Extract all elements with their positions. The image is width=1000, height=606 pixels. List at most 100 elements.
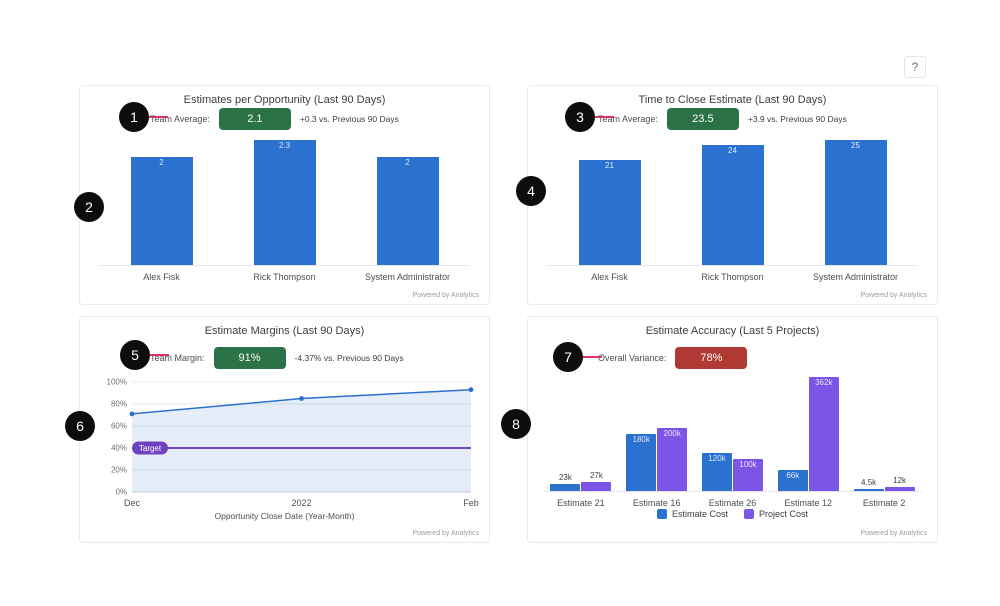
bar[interactable]: 2 <box>376 157 439 265</box>
panel-time-to-close-estimate: Time to Close Estimate (Last 90 Days) Te… <box>527 85 938 305</box>
grouped-bar-chart: 23k 27k Estimate 21 180k 200k Estimate 16 120k… <box>543 372 922 508</box>
metric-label: Overall Variance: <box>598 353 667 363</box>
bar-value-label: 25 <box>851 141 860 150</box>
annotation-connector <box>582 356 602 358</box>
metric-label: Team Average: <box>150 114 210 124</box>
category-label: Estimate 2 <box>862 498 906 508</box>
y-tick-label: 100% <box>107 378 127 387</box>
metric-delta: -4.37% vs. Previous 90 Days <box>294 353 404 363</box>
bar-group: 4.5k 12k Estimate 2 <box>853 372 915 508</box>
area-fill <box>132 389 471 492</box>
powered-by-label: Powered by Analytics <box>860 530 927 537</box>
bar-column: 2.3 Rick Thompson <box>253 136 316 282</box>
annotation-marker-5: 5 <box>120 340 150 370</box>
panel-title: Estimate Margins (Last 90 Days) <box>204 325 365 337</box>
bar-value-label: 100k <box>739 460 757 469</box>
panel-title: Estimates per Opportunity (Last 90 Days) <box>183 94 386 106</box>
bar[interactable]: 200k <box>657 428 688 491</box>
panel-title: Time to Close Estimate (Last 90 Days) <box>638 94 827 106</box>
annotation-connector <box>148 116 168 118</box>
annotation-marker-8: 8 <box>501 409 531 439</box>
bar-chart: 21 Alex Fisk 24 Rick Thompson 25 System Admin… <box>548 136 917 282</box>
category-label: System Administrator <box>812 272 899 282</box>
x-axis-label: Opportunity Close Date (Year-Month) <box>214 511 355 521</box>
bar[interactable]: 4.5k <box>853 478 884 491</box>
metric-value-badge: 91% <box>213 347 286 369</box>
powered-by-label: Powered by Analytics <box>412 292 479 299</box>
bar[interactable]: 66k <box>777 470 808 491</box>
panel-estimate-accuracy: Estimate Accuracy (Last 5 Projects) Over… <box>527 316 938 543</box>
annotation-connector <box>149 354 169 356</box>
panel-title: Estimate Accuracy (Last 5 Projects) <box>645 325 820 337</box>
bar[interactable]: 23k <box>550 473 581 491</box>
category-label: Rick Thompson <box>253 272 316 282</box>
bar-value-label: 2.3 <box>278 141 291 150</box>
annotation-marker-4: 4 <box>516 176 546 206</box>
bar[interactable]: 2.3 <box>253 140 316 265</box>
metric-value-badge: 78% <box>675 347 748 369</box>
line-chart-svg: 0% 20% 40% 60% 80% 100% Target Dec 2022 Feb <box>107 378 479 509</box>
powered-by-label: Powered by Analytics <box>860 292 927 299</box>
bar-group: 23k 27k Estimate 21 <box>550 372 612 508</box>
bar-value-label: 2 <box>405 158 410 167</box>
metric-row: Team Average: 23.5 +3.9 vs. Previous 90 … <box>598 107 847 131</box>
legend-item: Estimate Cost <box>656 509 728 519</box>
bar[interactable]: 100k <box>732 459 763 491</box>
bar-column: 2 Alex Fisk <box>130 136 193 282</box>
bar-value-label: 4.5k <box>861 478 877 487</box>
metric-row: Team Average: 2.1 +0.3 vs. Previous 90 D… <box>150 107 399 131</box>
bar-value-label: 24 <box>728 146 737 155</box>
help-button[interactable]: ? <box>904 56 926 78</box>
panel-estimates-per-opportunity: Estimates per Opportunity (Last 90 Days)… <box>79 85 490 305</box>
bar-value-label: 2 <box>159 158 164 167</box>
data-point[interactable] <box>129 411 135 417</box>
y-tick-label: 80% <box>111 400 127 409</box>
y-tick-label: 60% <box>111 422 127 431</box>
category-label: Alex Fisk <box>591 272 628 282</box>
annotation-marker-3: 3 <box>565 102 595 132</box>
bar-value-label: 66k <box>786 471 800 480</box>
bar-value-label: 362k <box>815 378 833 387</box>
bar-column: 25 System Administrator <box>813 136 898 282</box>
y-tick-label: 20% <box>111 466 127 475</box>
metric-delta: +0.3 vs. Previous 90 Days <box>299 114 399 124</box>
annotation-marker-6: 6 <box>65 411 95 441</box>
bar[interactable]: 120k <box>701 453 732 491</box>
bar-value-label: 23k <box>558 473 572 482</box>
bar-column: 24 Rick Thompson <box>701 136 764 282</box>
annotation-marker-1: 1 <box>119 102 149 132</box>
bar[interactable]: 12k <box>884 476 915 491</box>
x-tick-label: Feb <box>463 498 479 508</box>
annotation-marker-2: 2 <box>74 192 104 222</box>
legend-item: Project Cost <box>744 509 808 519</box>
metric-value-badge: 23.5 <box>666 108 739 130</box>
bar-group: 180k 200k Estimate 16 <box>626 372 688 508</box>
y-tick-label: 0% <box>115 488 127 497</box>
category-label: System Administrator <box>364 272 451 282</box>
bar-column: 21 Alex Fisk <box>578 136 641 282</box>
metric-delta: +3.9 vs. Previous 90 Days <box>747 114 847 124</box>
bar[interactable]: 24 <box>701 145 764 265</box>
bar-group: 66k 362k Estimate 12 <box>777 372 839 508</box>
bar[interactable]: 2 <box>130 157 193 265</box>
bar-value-label: 12k <box>893 476 907 485</box>
data-point[interactable] <box>468 387 474 393</box>
bar[interactable]: 362k <box>808 377 839 491</box>
bar[interactable]: 25 <box>824 140 887 265</box>
bar-column: 2 System Administrator <box>365 136 450 282</box>
target-pill-label: Target <box>139 444 162 453</box>
data-point[interactable] <box>299 396 304 401</box>
bar[interactable]: 21 <box>578 160 641 265</box>
x-tick-label: Dec <box>124 498 141 508</box>
metric-row: Team Margin: 91% -4.37% vs. Previous 90 … <box>150 346 404 370</box>
bar-group: 120k 100k Estimate 26 <box>701 372 763 508</box>
bar[interactable]: 27k <box>581 471 612 491</box>
x-tick-label: 2022 <box>291 498 311 508</box>
bar-value-label: 21 <box>605 161 614 170</box>
annotation-connector <box>594 116 614 118</box>
category-label: Rick Thompson <box>701 272 764 282</box>
bar[interactable]: 180k <box>626 434 657 491</box>
metric-label: Team Margin: <box>150 353 205 363</box>
bar-value-label: 120k <box>708 454 726 463</box>
